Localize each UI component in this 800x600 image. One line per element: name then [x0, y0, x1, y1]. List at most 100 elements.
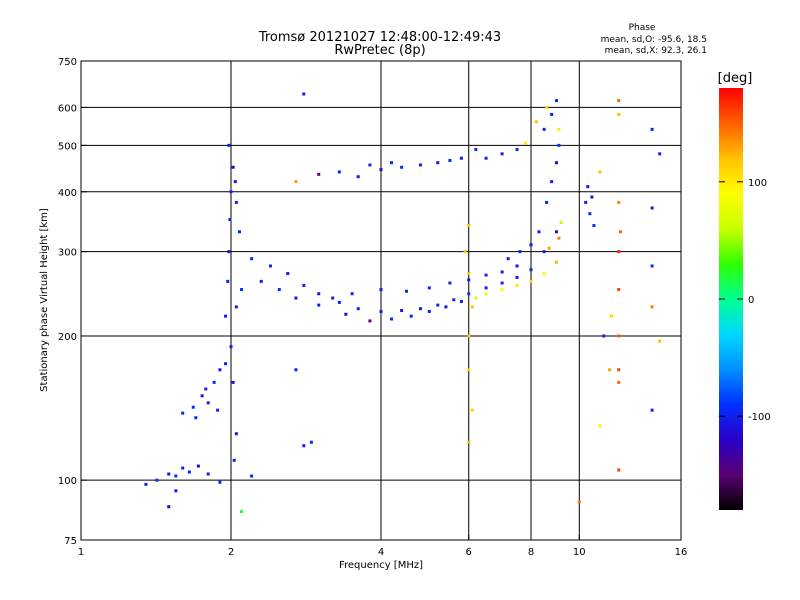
data-point [224, 362, 228, 366]
data-point [650, 408, 654, 412]
data-point [444, 305, 448, 309]
x-axis-label: Frequency [MHz] [339, 560, 423, 571]
data-point [542, 250, 546, 254]
data-point [250, 257, 254, 261]
data-point [500, 281, 504, 285]
data-point [409, 314, 413, 318]
data-point [537, 230, 541, 234]
plot-area: 1 2 4 6 8 10 16 75 100 200 300 400 500 600 750 [58, 57, 687, 558]
colorbar-ticks: 100 0 -100 [719, 178, 771, 423]
data-point [368, 319, 372, 323]
x-tick-label: 1 [78, 547, 84, 558]
y-tick-label: 200 [58, 332, 77, 343]
data-point [515, 275, 519, 279]
data-point [234, 305, 238, 309]
data-point [418, 307, 422, 311]
data-point [515, 148, 519, 152]
data-point [302, 283, 306, 287]
x-tick-label: 2 [228, 547, 234, 558]
y-tick-label: 75 [64, 536, 77, 547]
data-point [337, 170, 341, 174]
data-point [459, 300, 463, 304]
data-point [542, 272, 546, 276]
data-point [592, 224, 596, 228]
data-point [181, 411, 185, 415]
data-point [216, 408, 220, 412]
data-point [577, 500, 581, 504]
data-point [598, 170, 602, 174]
data-point [231, 380, 235, 384]
data-point [554, 230, 558, 234]
data-point [226, 279, 230, 283]
data-point [233, 180, 237, 184]
data-point [427, 309, 431, 313]
y-tick-label: 750 [58, 57, 77, 68]
data-point [228, 218, 232, 222]
y-tick-label: 100 [58, 476, 77, 487]
data-point [658, 339, 662, 343]
data-point [218, 368, 222, 372]
data-point [317, 172, 321, 176]
data-point [547, 246, 551, 250]
data-point [484, 273, 488, 277]
data-points [144, 92, 662, 514]
data-point [174, 474, 178, 478]
data-point [356, 307, 360, 311]
colorbar-tick-label: 0 [748, 295, 754, 306]
data-point [557, 236, 561, 240]
data-point [194, 416, 198, 420]
data-point [588, 212, 592, 216]
data-point [231, 165, 235, 169]
data-point [554, 260, 558, 264]
data-point [545, 200, 549, 204]
data-point [224, 314, 228, 318]
data-point [484, 286, 488, 290]
data-point [650, 206, 654, 210]
data-point [167, 472, 171, 476]
data-point [617, 288, 621, 292]
data-point [206, 401, 210, 405]
data-point [650, 264, 654, 268]
data-point [452, 298, 456, 302]
data-point [212, 380, 216, 384]
data-point [467, 278, 471, 282]
data-point [617, 334, 621, 338]
data-point [470, 408, 474, 412]
y-axis-label: Stationary phase Virtual Height [km] [39, 208, 50, 392]
data-point [557, 143, 561, 147]
x-tick-label: 6 [466, 547, 472, 558]
data-point [174, 489, 178, 493]
data-point [619, 230, 623, 234]
data-point [218, 480, 222, 484]
data-point [467, 292, 471, 296]
data-point [404, 289, 408, 293]
data-point [204, 387, 208, 391]
phase-heading: Phase [629, 23, 656, 33]
x-tick-label: 16 [675, 547, 688, 558]
data-point [586, 185, 590, 189]
data-point [356, 175, 360, 179]
data-point [467, 224, 471, 228]
x-tick-label: 8 [528, 547, 534, 558]
data-point [286, 272, 290, 276]
x-tick-label: 10 [573, 547, 586, 558]
data-point [506, 257, 510, 261]
data-point [650, 305, 654, 309]
data-point [400, 165, 404, 169]
data-point [337, 300, 341, 304]
data-point [302, 444, 306, 448]
data-point [400, 309, 404, 313]
grid-lines [81, 61, 681, 540]
data-point [379, 288, 383, 292]
data-point [554, 99, 558, 103]
data-point [368, 163, 372, 167]
data-point [474, 296, 478, 300]
data-point [390, 161, 394, 165]
data-point [259, 279, 263, 283]
data-point [608, 368, 612, 372]
colorbar-tick-label: 100 [748, 178, 767, 189]
data-point [240, 510, 244, 514]
data-point [418, 163, 422, 167]
y-tick-label: 300 [58, 248, 77, 259]
